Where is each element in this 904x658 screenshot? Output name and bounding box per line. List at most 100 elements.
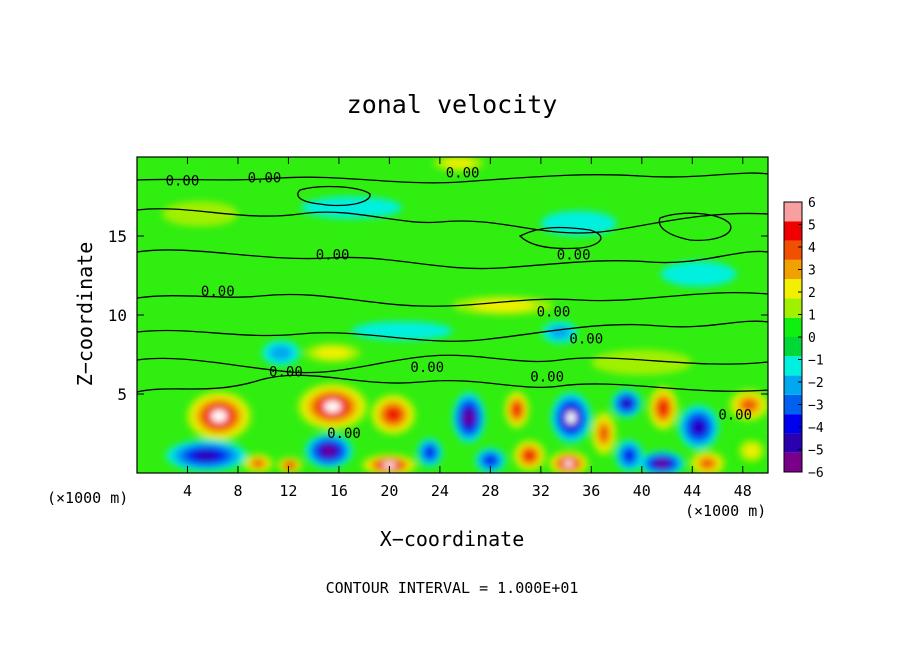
heatmap-cell [566, 411, 577, 424]
heatmap-cell [701, 459, 714, 468]
heatmap-cell [658, 401, 668, 415]
x-tick-label: 8 [233, 482, 242, 500]
colorbar-swatch [784, 452, 802, 472]
heatmap-cell [540, 210, 617, 236]
contour-label: 0.00 [569, 331, 603, 347]
colorbar-swatch [784, 240, 802, 260]
x-tick-label: 48 [734, 482, 752, 500]
y-tick-label: 10 [108, 306, 127, 325]
contour-labels: 0.00 0.00 0.00 0.00 0.00 0.00 0.00 0.00 0.00 0.00… [166, 166, 752, 443]
colorbar-swatch [784, 259, 802, 280]
colorbar-tick-label: −4 [808, 421, 824, 436]
heatmap-cell [624, 450, 635, 462]
heatmap-cell [656, 460, 668, 467]
heatmap-cell [425, 447, 435, 458]
x-tick-label: 32 [532, 482, 550, 500]
contour-label: 0.00 [530, 369, 564, 385]
contour-line [137, 172, 768, 184]
colorbar-swatch [784, 356, 802, 376]
colorbar-tick-label: −1 [808, 354, 824, 369]
heatmap-features [162, 157, 768, 473]
x-tick-label: 16 [330, 482, 348, 500]
colorbar-tick-label: 0 [808, 331, 816, 346]
colorbar-swatch [784, 375, 802, 395]
contour-label: 0.00 [537, 305, 571, 321]
heatmap-cell [315, 347, 350, 359]
heatmap-cell [252, 460, 264, 467]
x-tick-label: 44 [683, 482, 701, 500]
colorbar-swatch [784, 298, 802, 318]
colorbar: 6 5 4 3 2 1 0 −1 −2 −3 −4 −5 −6 [783, 196, 824, 481]
heatmap-cell [548, 325, 571, 340]
x-tick-label: 24 [431, 482, 449, 500]
contour-line [137, 292, 768, 307]
contour-line [137, 249, 768, 270]
heatmap-cell [162, 201, 238, 227]
colorbar-swatch [784, 221, 802, 241]
contour-line [137, 354, 768, 374]
heatmap-cell [591, 349, 693, 376]
colorbar-swatch [784, 414, 802, 434]
colorbar-tick-label: 6 [808, 196, 816, 211]
heatmap-cell [692, 420, 705, 434]
colorbar-tick-label: 5 [808, 219, 816, 234]
colorbar-tick-label: 3 [808, 264, 816, 279]
y-tick-label: 15 [108, 227, 127, 246]
y-axis-title: Z−coordinate [73, 242, 97, 387]
contour-label: 0.00 [327, 426, 361, 442]
colorbar-tick-label: −5 [808, 444, 824, 459]
contour-label: 0.00 [410, 360, 444, 376]
colorbar-tick-label: −3 [808, 399, 824, 414]
colorbar-tick-label: −2 [808, 376, 824, 391]
colorbar-swatch [784, 317, 802, 337]
heatmap-cell [563, 460, 574, 467]
x-tick-label: 36 [582, 482, 600, 500]
heatmap-cell [269, 345, 293, 361]
heatmap-cell [386, 408, 400, 421]
colorbar-tick-label: −6 [808, 466, 824, 481]
contour-lines [137, 172, 768, 393]
contour-label: 0.00 [316, 248, 350, 264]
x-tick-label: 28 [481, 482, 499, 500]
heatmap-cell [286, 462, 294, 468]
x-tick-label: 4 [183, 482, 192, 500]
heatmap-cell [513, 404, 521, 416]
heatmap-cell [324, 400, 342, 413]
heatmap-cell [323, 446, 335, 456]
contour-line [137, 374, 768, 393]
contour-line [658, 212, 732, 242]
contour-line [137, 320, 768, 342]
heatmap-cell [485, 455, 496, 465]
heatmap-cell [301, 196, 403, 219]
colorbar-swatch [784, 394, 802, 415]
heatmap-cell [660, 261, 737, 287]
x-unit-label-right: (×1000 m) [685, 502, 766, 520]
x-unit-label-left: (×1000 m) [47, 489, 128, 507]
contour-label: 0.00 [201, 284, 235, 300]
y-tick-label: 5 [117, 385, 127, 404]
x-axis-title: X−coordinate [380, 527, 525, 551]
y-axis-ticks: 5 10 15 [108, 227, 768, 404]
contour-label: 0.00 [269, 365, 303, 381]
heatmap-cell [211, 409, 227, 423]
x-tick-label: 12 [279, 482, 297, 500]
heatmap-cell [599, 425, 609, 442]
heatmap-cell [744, 444, 759, 458]
colorbar-swatch [784, 202, 802, 222]
heatmap-cell [194, 451, 218, 461]
contour-label: 0.00 [166, 173, 200, 189]
contour-interval-note: CONTOUR INTERVAL = 1.000E+01 [326, 579, 579, 597]
heatmap-cell [382, 462, 397, 468]
heatmap-cell [524, 451, 535, 461]
colorbar-swatch [784, 433, 802, 453]
colorbar-swatch [784, 337, 802, 357]
contour-label: 0.00 [557, 248, 591, 264]
contour-line [297, 185, 371, 207]
heatmap-cell [742, 399, 757, 411]
contour-label: 0.00 [446, 166, 480, 182]
contour-line [518, 226, 602, 250]
x-tick-label: 40 [633, 482, 651, 500]
colorbar-tick-label: 4 [808, 241, 816, 256]
